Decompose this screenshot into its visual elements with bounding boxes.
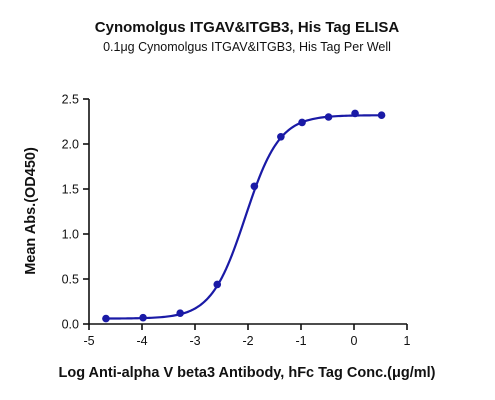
x-tick-label: -4 [136, 334, 147, 348]
data-point [377, 111, 386, 119]
y-tick-label: 2.5 [62, 93, 79, 107]
y-axis-label: Mean Abs.(OD450) [23, 147, 39, 275]
chart-title: Cynomolgus ITGAV&ITGB3, His Tag ELISA [95, 19, 400, 36]
x-tick-label: 1 [404, 334, 411, 348]
x-tick-label: -1 [295, 334, 306, 348]
x-axis: -5 -4 -3 -2 -1 0 1 [83, 323, 411, 348]
y-tick-label: 2.0 [62, 138, 79, 152]
data-point [139, 313, 147, 322]
y-tick-label: 1.0 [62, 228, 79, 242]
x-tick-label: 0 [351, 334, 358, 348]
chart-subtitle: 0.1μg Cynomolgus ITGAV&ITGB3, His Tag Pe… [103, 40, 391, 54]
x-axis-label: Log Anti-alpha V beta3 Antibody, hFc Tag… [59, 365, 436, 381]
data-point [176, 309, 184, 318]
y-axis: 0.0 0.5 1.0 1.5 2.0 2.5 [62, 93, 90, 332]
x-tick-label: -2 [242, 334, 253, 348]
y-tick-label: 0.5 [62, 273, 79, 287]
fit-curve [105, 114, 382, 320]
y-tick-label: 0.0 [62, 318, 79, 332]
data-point [351, 109, 359, 118]
y-tick-label: 1.5 [62, 183, 79, 197]
data-point [324, 113, 333, 121]
data-point [277, 133, 285, 141]
data-point [250, 182, 259, 191]
x-tick-label: -3 [189, 334, 200, 348]
data-point [298, 118, 306, 127]
x-tick-label: -5 [83, 334, 94, 348]
data-point [102, 314, 110, 323]
data-point [213, 280, 222, 289]
plot-area [102, 109, 386, 323]
